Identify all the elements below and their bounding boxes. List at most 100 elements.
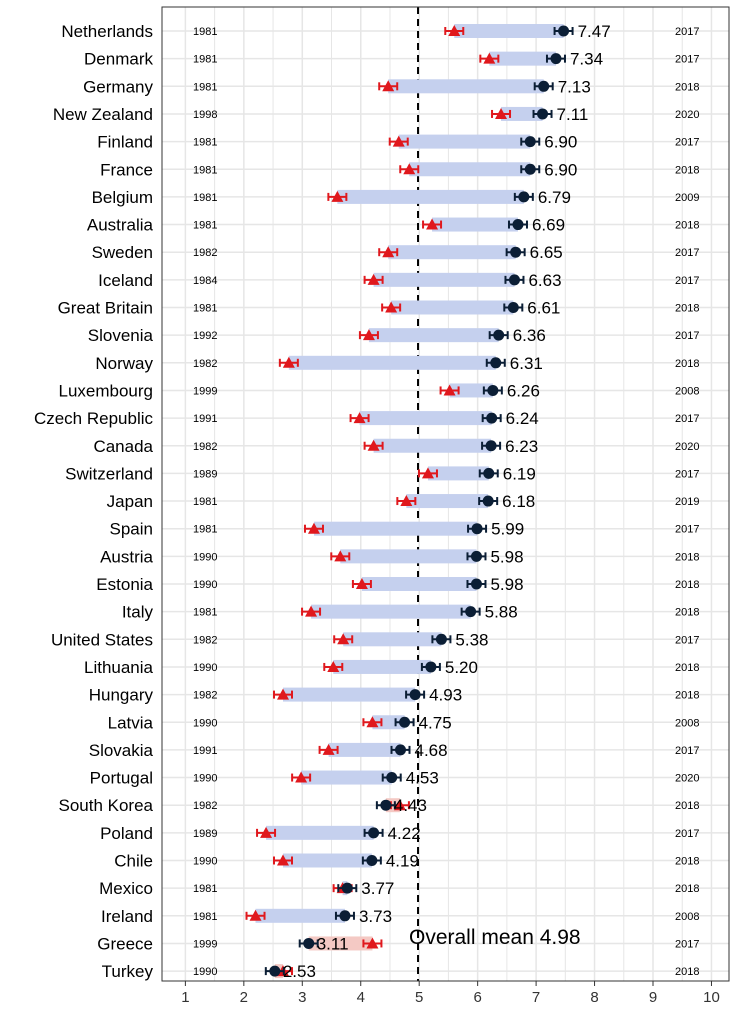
change-bar — [343, 632, 442, 647]
end-marker — [482, 495, 494, 507]
start-marker — [483, 52, 496, 64]
country-label: Latvia — [108, 713, 154, 732]
country-label: Slovenia — [88, 326, 154, 345]
start-year-label: 1981 — [193, 303, 217, 315]
value-label: 6.90 — [544, 133, 577, 152]
value-label: 5.98 — [490, 547, 523, 566]
country-label: Ireland — [101, 907, 153, 926]
end-marker — [493, 329, 505, 341]
end-year-label: 2018 — [675, 358, 699, 370]
country-label: Turkey — [102, 962, 154, 981]
value-label: 5.20 — [445, 658, 478, 677]
x-tick-label: 10 — [703, 989, 720, 1006]
change-bar — [340, 549, 477, 564]
start-year-label: 1999 — [193, 385, 217, 397]
start-year-label: 1981 — [193, 164, 217, 176]
start-marker — [393, 799, 406, 811]
start-marker — [495, 107, 508, 119]
country-label: Germany — [83, 77, 153, 96]
end-marker — [366, 855, 378, 866]
end-marker — [512, 219, 524, 231]
start-year-label: 1982 — [193, 441, 217, 453]
value-label: 6.65 — [530, 243, 563, 262]
start-marker — [382, 80, 395, 92]
end-year-label: 2008 — [675, 717, 699, 729]
end-year-label: 2020 — [675, 773, 699, 785]
change-bar — [409, 162, 531, 177]
country-label: Finland — [97, 133, 153, 152]
value-label: 3.11 — [317, 934, 349, 953]
value-label: 7.11 — [557, 105, 589, 124]
start-marker — [305, 605, 318, 617]
change-bar — [311, 604, 471, 619]
panel-border — [161, 6, 730, 982]
x-tick-label: 5 — [415, 989, 423, 1006]
start-year-label: 1982 — [193, 800, 217, 812]
start-year-label: 1998 — [193, 109, 217, 121]
value-label: 6.18 — [502, 492, 535, 511]
country-label: Poland — [100, 824, 153, 843]
end-year-label: 2009 — [675, 192, 699, 204]
change-bar — [449, 383, 493, 398]
change-bar — [328, 742, 401, 757]
end-year-label: 2017 — [675, 137, 699, 149]
country-label: Czech Republic — [34, 409, 154, 428]
change-bars-layer — [255, 24, 564, 979]
country-label: South Korea — [58, 796, 153, 815]
start-year-label: 1990 — [193, 717, 217, 729]
start-year-label: 1992 — [193, 330, 217, 342]
start-marker — [334, 550, 347, 562]
change-bar — [361, 577, 477, 591]
start-year-label: 1981 — [193, 137, 217, 149]
end-marker — [409, 689, 421, 701]
country-label: Norway — [95, 354, 153, 373]
end-year-label: 2018 — [675, 856, 699, 868]
start-year-label: 1991 — [193, 745, 217, 757]
end-year-label: 2018 — [675, 800, 699, 812]
x-axis: 1 2 3 4 5 6 7 8 9 10 — [181, 981, 720, 1006]
value-label: 2.53 — [283, 962, 316, 981]
start-marker — [382, 246, 395, 258]
change-bar — [368, 328, 499, 343]
end-year-label: 2018 — [675, 690, 699, 702]
start-year-label: 1991 — [193, 413, 217, 425]
value-label: 6.26 — [507, 381, 540, 400]
start-year-label: 1981 — [193, 911, 217, 923]
end-marker — [368, 827, 380, 839]
start-marker — [392, 135, 405, 147]
change-bar — [388, 79, 544, 94]
value-label: 6.79 — [538, 188, 571, 207]
country-label: Lithuania — [84, 658, 154, 677]
start-year-label: 1990 — [193, 856, 217, 868]
end-year-label: 2018 — [675, 966, 699, 978]
start-marker — [367, 273, 380, 285]
start-marker — [327, 660, 340, 672]
value-label: 6.69 — [532, 216, 565, 235]
value-label: 4.93 — [429, 686, 462, 705]
end-year-label: 2019 — [675, 496, 699, 508]
change-bar — [288, 355, 496, 370]
start-year-label: 1990 — [193, 773, 217, 785]
x-tick-label: 2 — [240, 989, 248, 1006]
x-tick-label: 3 — [298, 989, 306, 1006]
change-bar — [282, 687, 416, 702]
x-tick-label: 7 — [532, 989, 540, 1006]
start-year-label: 1981 — [193, 524, 217, 536]
start-marker — [322, 743, 335, 755]
labels-layer: Netherlands 1981 2017 7.47 Denmark 1981 2017 7.… — [34, 22, 700, 981]
value-label: 7.47 — [578, 22, 611, 41]
end-marker — [508, 274, 520, 286]
country-label: Japan — [107, 492, 153, 511]
start-marker — [249, 909, 262, 921]
country-label: Luxembourg — [58, 381, 153, 400]
change-bar — [282, 853, 372, 868]
start-year-label: 1981 — [193, 54, 217, 66]
x-tick-label: 6 — [473, 989, 481, 1006]
country-label: Denmark — [84, 50, 153, 69]
start-marker — [448, 25, 461, 36]
country-label: Austria — [100, 547, 153, 566]
value-label: 6.23 — [505, 437, 538, 456]
value-label: 4.75 — [419, 713, 452, 732]
end-marker — [518, 191, 530, 203]
change-bar — [337, 189, 524, 204]
